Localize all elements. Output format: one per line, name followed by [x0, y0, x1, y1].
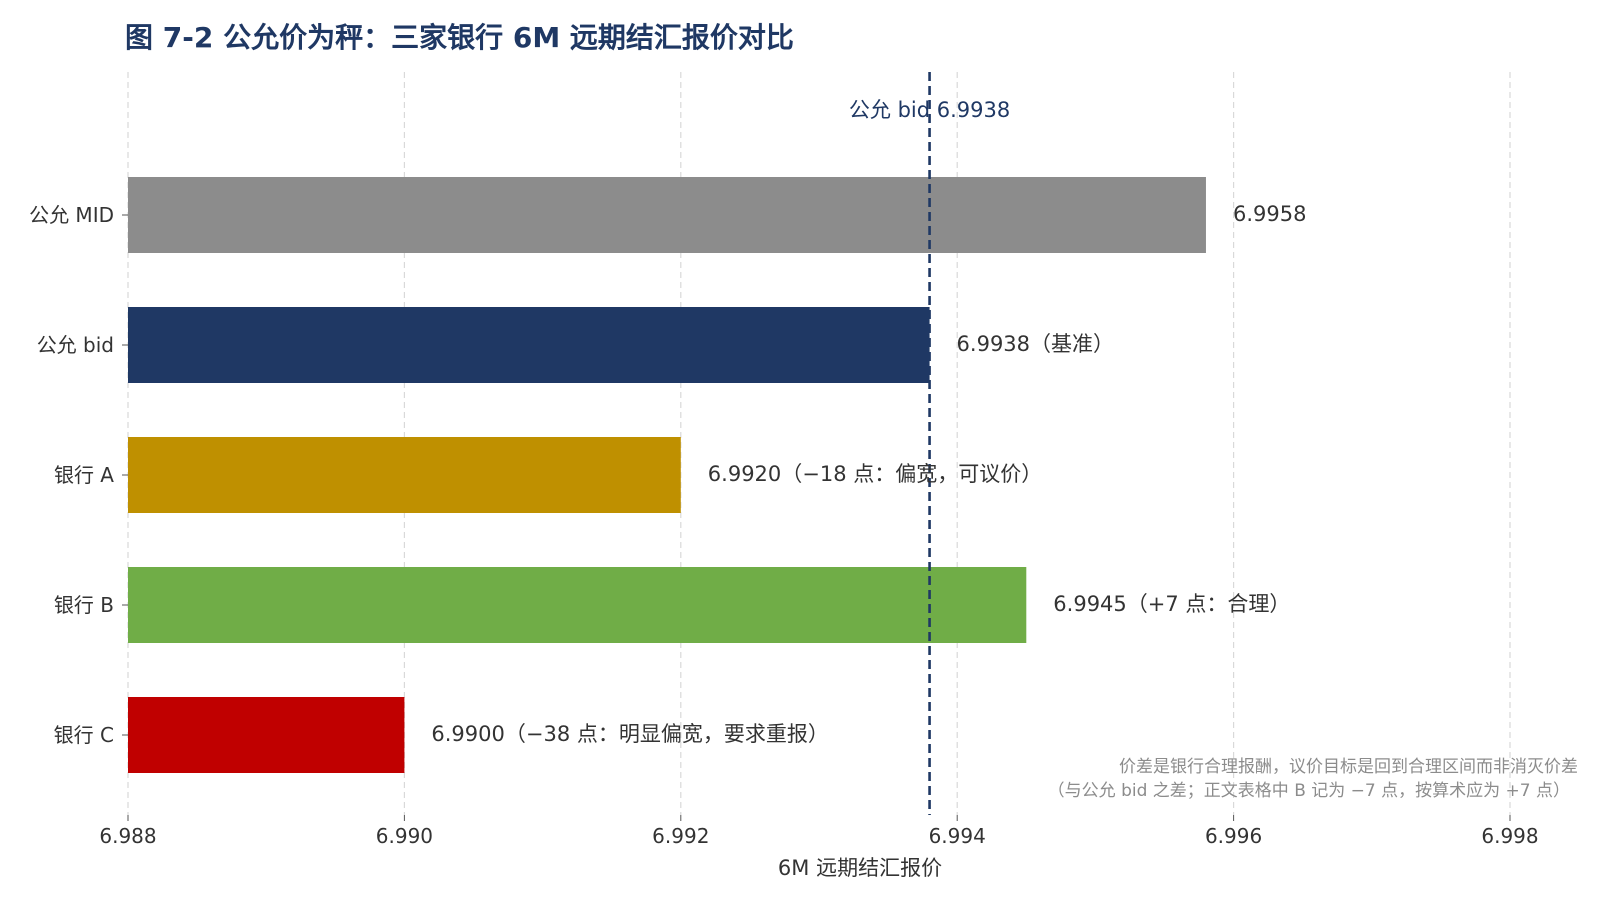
category-label: 银行 A	[54, 463, 114, 487]
reference-line-label: 公允 bid 6.9938	[849, 98, 1010, 122]
x-tick-label: 6.990	[376, 824, 433, 848]
x-tick-label: 6.998	[1481, 824, 1538, 848]
x-axis-label: 6M 远期结汇报价	[778, 856, 942, 880]
bar	[128, 437, 681, 513]
bar	[128, 177, 1206, 253]
category-label: 公允 bid	[37, 333, 114, 357]
bars	[128, 177, 1206, 773]
data-label: 6.9945（+7 点：合理）	[1053, 592, 1290, 616]
data-label: 6.9900（−38 点：明显偏宽，要求重报）	[431, 722, 828, 746]
bar	[128, 567, 1027, 643]
data-label: 6.9920（−18 点：偏宽，可议价）	[708, 462, 1042, 486]
x-tick-label: 6.996	[1205, 824, 1262, 848]
note-line-1: 价差是银行合理报酬，议价目标是回到合理区间而非消灭价差	[1119, 757, 1578, 777]
chart-title: 图 7-2 公允价为秤：三家银行 6M 远期结汇报价对比	[125, 21, 794, 54]
category-label: 公允 MID	[29, 203, 114, 227]
x-tick-label: 6.992	[652, 824, 709, 848]
labels: 6.988 6.990 6.992 6.994 6.996 6.998 公允 MID 6.99…	[29, 98, 1539, 848]
x-tick-label: 6.988	[99, 824, 156, 848]
x-tick-label: 6.994	[929, 824, 986, 848]
data-label: 6.9958	[1233, 202, 1306, 226]
category-label: 银行 C	[54, 723, 114, 747]
bar	[128, 307, 930, 383]
bar	[128, 697, 405, 773]
category-label: 银行 B	[54, 593, 114, 617]
note-line-2: （与公允 bid 之差；正文表格中 B 记为 −7 点，按算术应为 +7 点）	[1048, 781, 1570, 801]
data-label: 6.9938（基准）	[957, 332, 1114, 356]
